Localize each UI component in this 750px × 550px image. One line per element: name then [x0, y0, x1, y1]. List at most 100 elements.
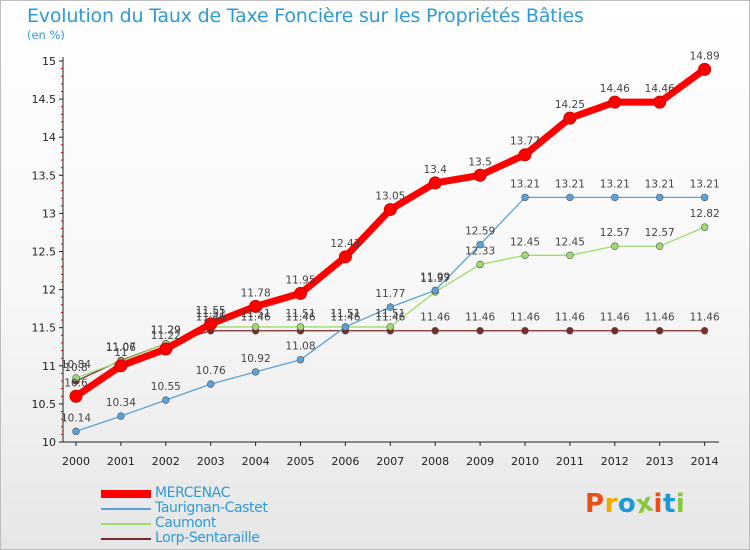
legend-label: MERCENAC: [155, 485, 230, 501]
data-point: [431, 286, 439, 295]
data-point: [338, 250, 352, 264]
data-label: 10.34: [106, 397, 136, 409]
y-tick-label: 15: [42, 55, 56, 68]
data-label: 12.43: [330, 238, 360, 250]
logo-letter: i: [675, 489, 686, 519]
data-point: [251, 368, 260, 376]
data-label: 11.29: [151, 325, 181, 337]
data-point: [700, 223, 709, 231]
data-label: 11.08: [285, 341, 315, 353]
legend-swatch: [101, 538, 151, 540]
x-tick-label: 2014: [691, 455, 719, 468]
data-label: 12.33: [465, 245, 495, 257]
data-point: [386, 323, 394, 331]
unit-label: (en %): [27, 28, 65, 42]
data-point: [207, 380, 215, 388]
legend-label: Taurignan-Castet: [155, 500, 268, 516]
data-label: 13.21: [645, 178, 675, 190]
legend-item: MERCENAC: [101, 485, 361, 501]
data-label: 14.89: [690, 50, 720, 62]
data-label: 13.21: [510, 178, 540, 190]
data-point: [69, 389, 83, 403]
data-label: 11.06: [106, 342, 136, 354]
data-label: 11.46: [285, 312, 315, 324]
x-tick-label: 2005: [287, 455, 315, 468]
data-label: 11.51: [330, 308, 360, 320]
data-point: [296, 356, 305, 364]
data-label: 10.8: [64, 362, 87, 374]
data-label: 11.97: [420, 273, 450, 285]
y-tick-label: 10.5: [32, 398, 57, 411]
data-label: 11.46: [196, 312, 226, 324]
x-tick-label: 2008: [421, 455, 449, 468]
data-label: 12.57: [645, 227, 675, 239]
data-label: 11.46: [645, 312, 675, 324]
x-tick-label: 2011: [556, 455, 584, 468]
data-label: 11.95: [285, 274, 315, 286]
data-label: 12.45: [555, 236, 585, 248]
x-tick-label: 2000: [62, 455, 90, 468]
data-label: 11.51: [241, 308, 271, 320]
logo-letter: P: [585, 489, 605, 519]
x-tick-label: 2010: [511, 455, 539, 468]
data-label: 10.6: [64, 377, 88, 389]
legend: MERCENAC Taurignan-Castet Caumont Lorp-Sent…: [101, 485, 361, 546]
data-point: [386, 303, 394, 311]
y-tick-label: 10: [42, 436, 56, 449]
x-tick-label: 2006: [331, 455, 359, 468]
data-point: [566, 251, 574, 260]
x-tick-label: 2001: [107, 455, 135, 468]
data-label: 11.55: [196, 305, 226, 317]
data-label: 14.46: [645, 83, 675, 95]
data-label: 11.46: [555, 312, 585, 324]
data-point: [428, 176, 442, 190]
legend-item: Taurignan-Castet: [101, 500, 361, 516]
y-tick-label: 13: [42, 207, 56, 220]
data-point: [653, 95, 667, 109]
data-label: 13.21: [555, 178, 585, 190]
data-point: [611, 327, 619, 335]
data-label: 14.25: [555, 99, 585, 111]
data-label: 10.55: [151, 381, 181, 393]
data-label: 11.99: [420, 271, 450, 283]
x-tick-label: 2002: [152, 455, 180, 468]
data-point: [296, 323, 305, 331]
data-point: [563, 111, 577, 125]
y-tick-label: 11: [42, 360, 56, 373]
data-label: 11.46: [690, 312, 720, 324]
data-point: [476, 260, 484, 269]
data-point: [431, 327, 439, 335]
y-tick-label: 14.5: [32, 93, 57, 106]
data-label: 11.51: [375, 308, 405, 320]
data-labels: 10.6 11 11.22 11.55 11.78 11.95 12.43 13.05 13.4…: [61, 50, 720, 424]
y-tick-label: 12.5: [32, 246, 57, 259]
series-line-caumont: [75, 226, 706, 379]
data-point: [476, 327, 484, 335]
data-point: [114, 359, 128, 373]
logo-letter: i: [653, 489, 663, 519]
series-lines: [72, 65, 709, 432]
data-points: [69, 62, 712, 436]
legend-swatch: [101, 508, 151, 510]
data-point: [476, 240, 484, 249]
x-tick-label: 2009: [466, 455, 494, 468]
data-point: [566, 327, 574, 335]
y-tick-label: 14: [42, 131, 56, 144]
data-point: [249, 299, 263, 313]
data-point: [518, 148, 532, 162]
data-label: 11.77: [375, 288, 405, 300]
data-point: [251, 323, 260, 331]
logo-letter: o: [617, 489, 637, 519]
data-point: [611, 193, 619, 202]
data-label: 13.4: [424, 164, 448, 176]
data-point: [521, 193, 529, 202]
data-point: [521, 327, 529, 335]
data-point: [700, 193, 709, 202]
data-label: 11.46: [241, 312, 271, 324]
y-tick-label: 12: [42, 284, 56, 297]
data-label: 11.46: [375, 312, 405, 324]
data-label: 10.84: [61, 359, 91, 371]
legend-item: Caumont: [101, 515, 361, 531]
x-tick-label: 2012: [601, 455, 629, 468]
data-point: [611, 242, 619, 250]
